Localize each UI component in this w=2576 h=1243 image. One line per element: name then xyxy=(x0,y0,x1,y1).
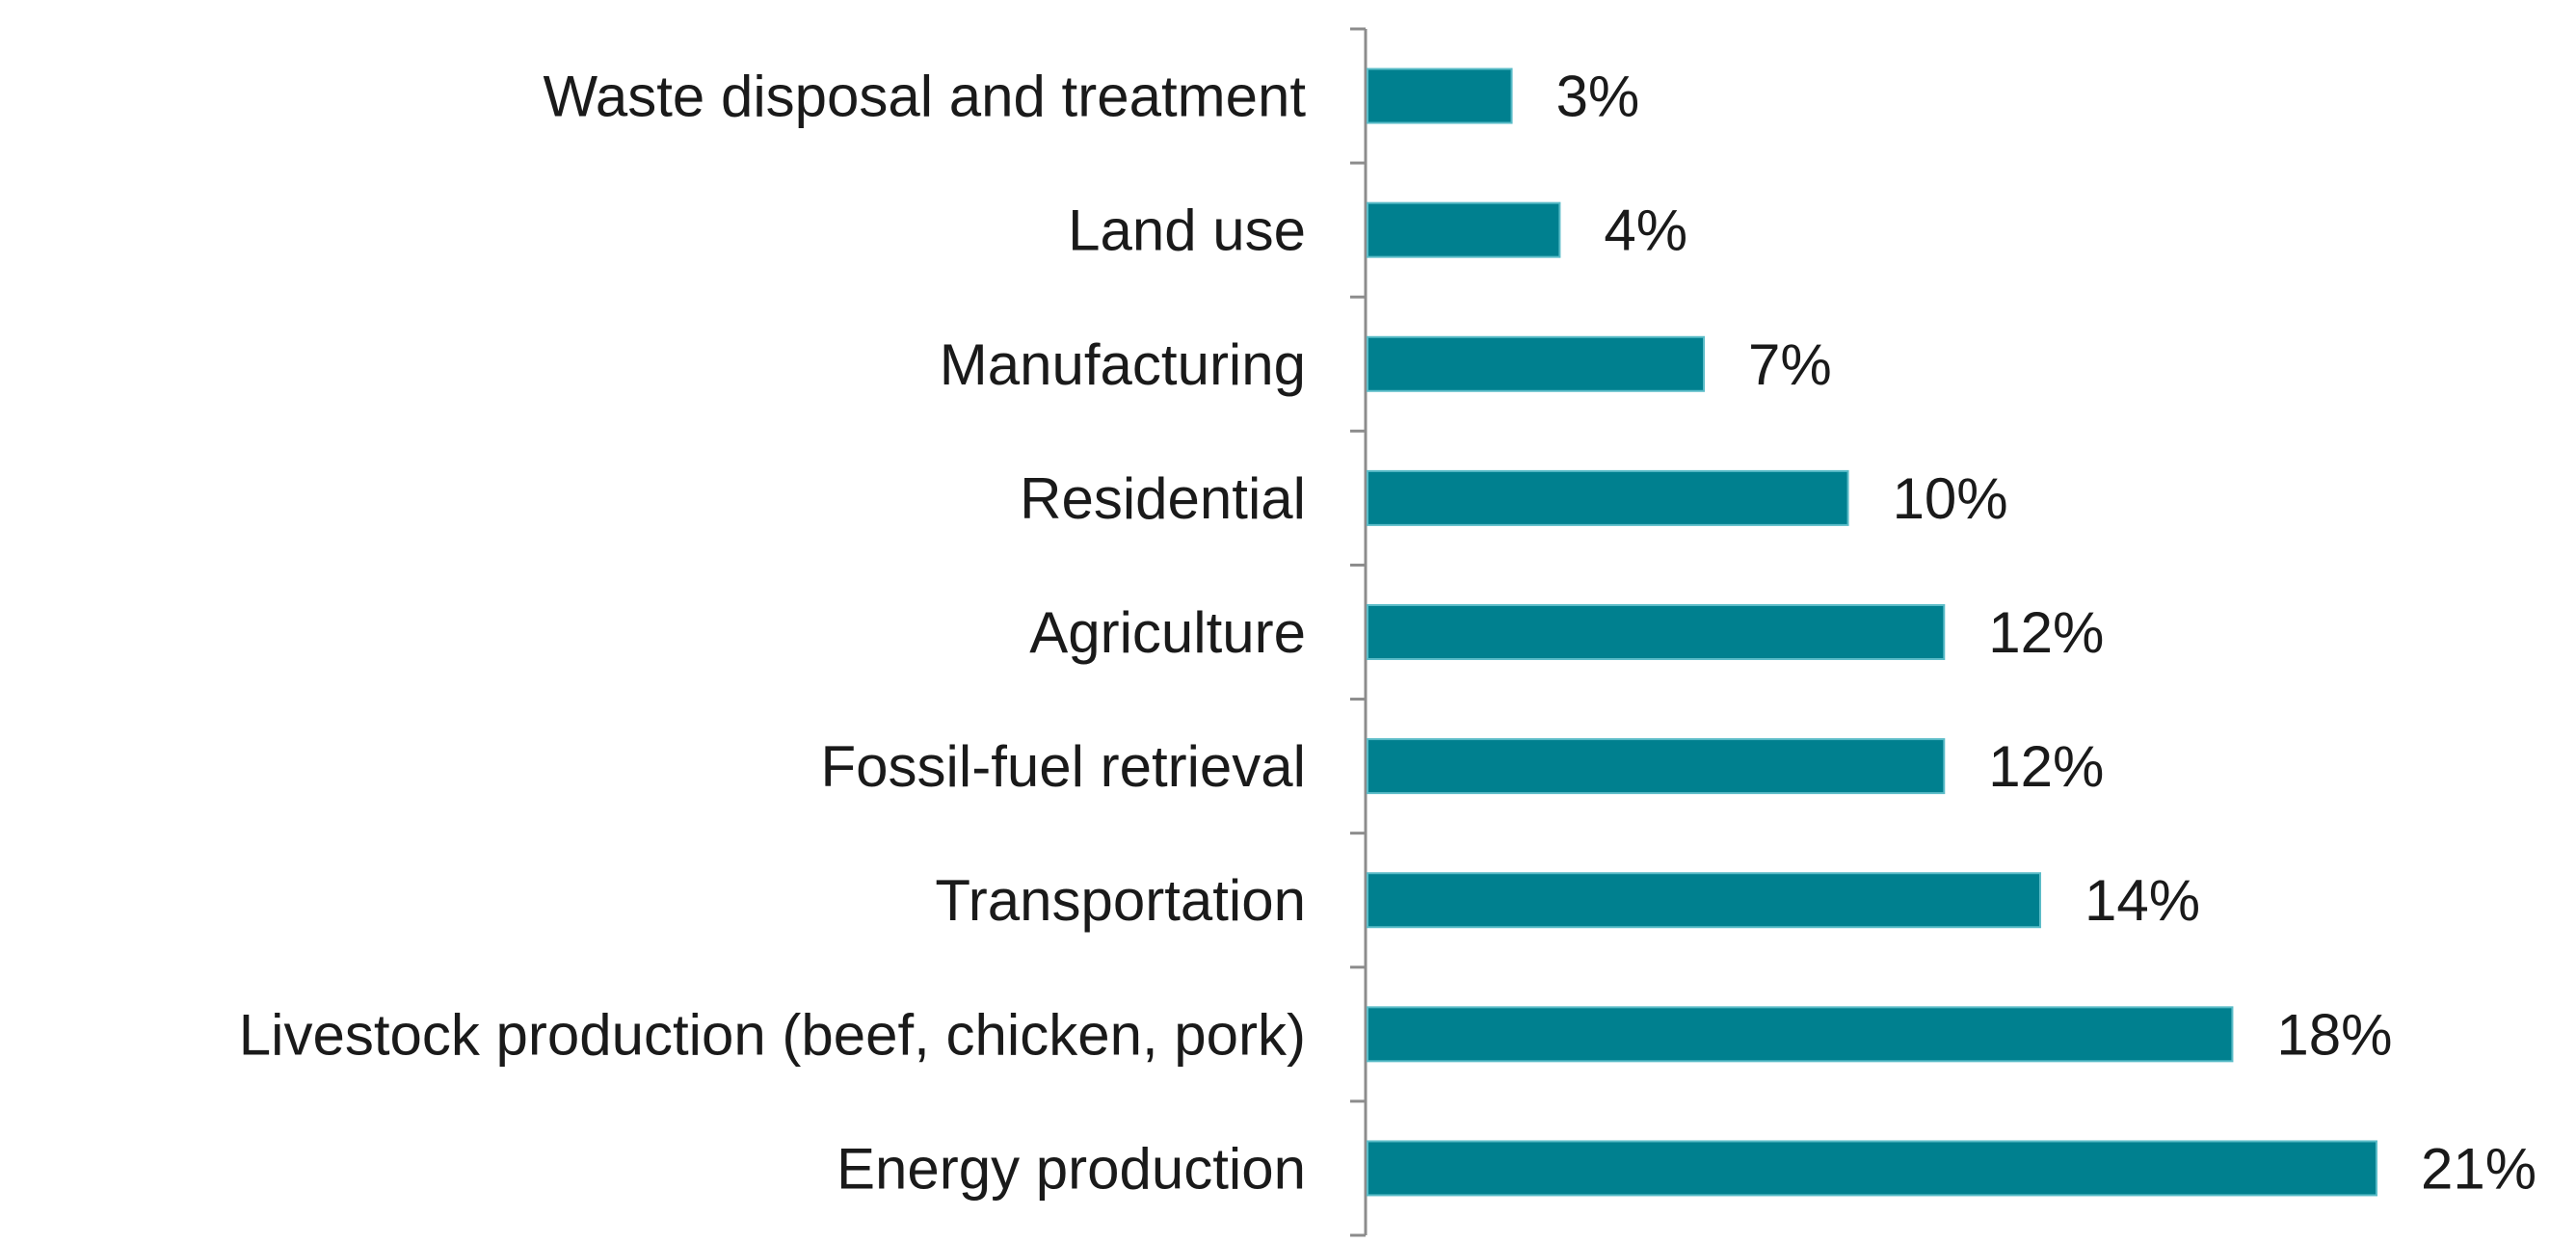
value-label: 21% xyxy=(2421,1136,2536,1201)
value-label: 10% xyxy=(1893,466,2008,531)
bar xyxy=(1367,335,1705,392)
category-label: Transportation xyxy=(935,868,1306,933)
bar xyxy=(1367,604,1946,660)
category-axis xyxy=(1350,27,1368,1237)
bar xyxy=(1367,201,1561,258)
category-label: Fossil-fuel retrieval xyxy=(821,734,1306,799)
value-label: 12% xyxy=(1988,734,2104,799)
value-label: 14% xyxy=(2085,868,2200,933)
category-label: Waste disposal and treatment xyxy=(543,65,1306,129)
category-label: Livestock production (beef, chicken, por… xyxy=(239,1002,1306,1067)
bar xyxy=(1367,469,1849,526)
category-label: Residential xyxy=(1020,466,1306,531)
category-label: Land use xyxy=(1068,198,1306,263)
bar xyxy=(1367,872,2041,929)
bars xyxy=(1367,67,2377,1197)
category-label: Manufacturing xyxy=(940,332,1306,397)
bar xyxy=(1367,738,1946,795)
value-label: 4% xyxy=(1604,198,1687,263)
category-label: Agriculture xyxy=(1029,600,1306,665)
value-label: 12% xyxy=(1988,600,2104,665)
bar xyxy=(1367,67,1513,124)
category-label: Energy production xyxy=(837,1136,1306,1201)
value-labels: 3% 4% 7% 10% 12% 12% 14% 18% 21% xyxy=(1556,65,2537,1202)
bar xyxy=(1367,1006,2234,1063)
value-label: 7% xyxy=(1748,332,1832,397)
category-labels: Waste disposal and treatment Land use Manu… xyxy=(239,65,1307,1202)
value-label: 3% xyxy=(1556,65,1640,129)
bar xyxy=(1367,1140,2377,1197)
value-label: 18% xyxy=(2276,1002,2392,1067)
